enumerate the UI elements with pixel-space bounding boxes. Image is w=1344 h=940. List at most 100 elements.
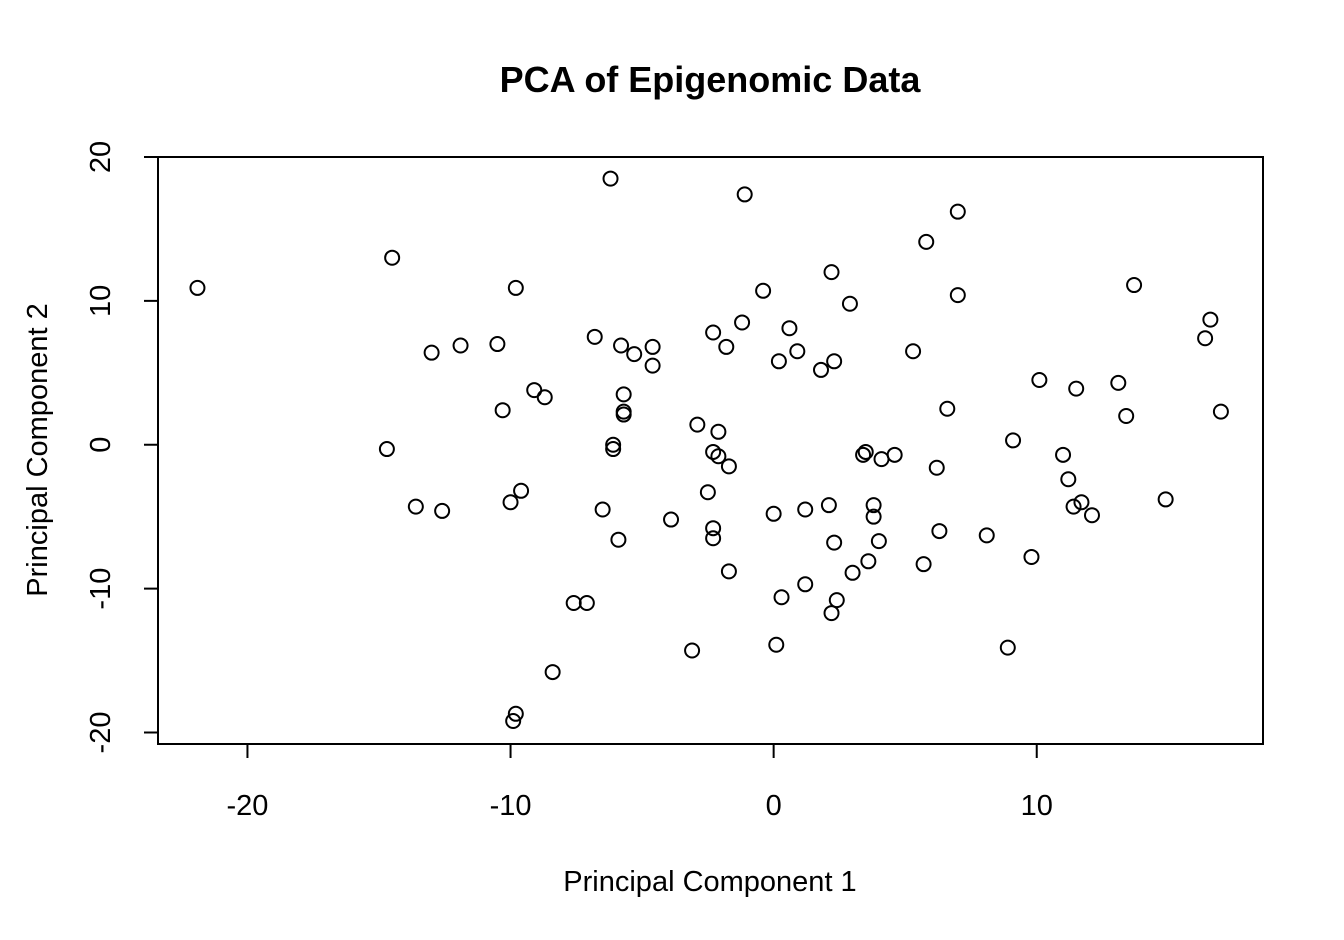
scatter-point <box>384 249 401 266</box>
scatter-point <box>770 353 787 370</box>
scatter-point <box>939 400 956 417</box>
scatter-point <box>1060 471 1077 488</box>
scatter-point <box>886 446 903 463</box>
scatter-point <box>489 336 506 353</box>
x-tick-label: 0 <box>766 790 782 822</box>
scatter-point <box>189 279 206 296</box>
scatter-point <box>1073 494 1090 511</box>
scatter-point <box>1023 548 1040 565</box>
scatter-point <box>615 406 632 423</box>
y-axis: -20 -10 0 10 20 <box>85 141 159 754</box>
scatter-point <box>502 494 519 511</box>
scatter-point <box>755 282 772 299</box>
scatter-point <box>915 556 932 573</box>
scatter-point <box>1110 374 1127 391</box>
x-tick-label: 10 <box>1021 790 1053 822</box>
plot-frame <box>157 156 1264 745</box>
scatter-point <box>644 357 661 374</box>
scatter-point <box>494 402 511 419</box>
scatter-point <box>1157 491 1174 508</box>
scatter-point <box>613 337 630 354</box>
scatter-point <box>720 458 737 475</box>
x-axis: -20 -10 0 10 <box>226 743 1053 822</box>
scatter-point <box>718 338 735 355</box>
scatter-point <box>949 203 966 220</box>
scatter-point <box>978 527 995 544</box>
scatter-point <box>1068 380 1085 397</box>
scatter-point <box>586 328 603 345</box>
scatter-point <box>781 320 798 337</box>
scatter-point <box>663 511 680 528</box>
scatter-point <box>905 343 922 360</box>
scatter-point <box>526 382 543 399</box>
scatter-point <box>797 576 814 593</box>
scatter-point <box>705 324 722 341</box>
scatter-point <box>602 170 619 187</box>
scatter-point <box>734 314 751 331</box>
scatter-point <box>870 533 887 550</box>
scatter-point <box>705 443 722 460</box>
scatter-point <box>544 664 561 681</box>
x-tick-label: -20 <box>226 790 268 822</box>
scatter-point <box>605 441 622 458</box>
scatter-point <box>578 595 595 612</box>
scatter-point <box>844 564 861 581</box>
scatter-point <box>1118 407 1135 424</box>
y-tick-label: 10 <box>85 285 117 317</box>
data-points <box>189 170 1229 729</box>
scatter-point <box>823 605 840 622</box>
scatter-point <box>813 361 829 378</box>
scatter-point <box>823 264 840 281</box>
scatter-point <box>1197 330 1214 347</box>
y-tick-label: -10 <box>85 568 117 610</box>
scatter-point <box>710 423 727 440</box>
scatter-point <box>826 353 843 370</box>
scatter-point <box>565 595 582 612</box>
scatter-point <box>1031 372 1048 389</box>
scatter-point <box>710 448 727 465</box>
scatter-point <box>434 502 451 519</box>
scatter-point <box>841 295 858 312</box>
scatter-point <box>1202 311 1219 328</box>
scatter-point <box>931 523 948 540</box>
scatter-point <box>865 508 882 525</box>
y-tick-label: 0 <box>85 437 117 453</box>
scatter-point <box>423 344 440 361</box>
scatter-point <box>626 346 643 363</box>
scatter-point <box>1126 277 1143 294</box>
scatter-point <box>1212 403 1229 420</box>
scatter-point <box>507 279 524 296</box>
scatter-point <box>828 592 845 609</box>
scatter-point <box>699 484 716 501</box>
scatter-point <box>1065 498 1082 515</box>
scatter-point <box>705 530 722 547</box>
scatter-point <box>857 443 874 460</box>
y-axis-label: Principal Component 2 <box>22 303 54 596</box>
scatter-point <box>797 501 814 518</box>
scatter-point <box>644 338 661 355</box>
scatter-point <box>789 343 806 360</box>
scatter-point <box>1055 446 1072 463</box>
scatter-point <box>378 441 395 458</box>
chart-title: PCA of Epigenomic Data <box>500 59 922 100</box>
y-tick-label: 20 <box>85 141 117 173</box>
scatter-point <box>513 482 530 499</box>
x-tick-label: -10 <box>490 790 532 822</box>
scatter-point <box>860 553 877 570</box>
scatter-point <box>773 589 790 606</box>
scatter-point <box>949 287 966 304</box>
scatter-point <box>505 712 522 729</box>
scatter-point <box>705 520 722 537</box>
x-axis-label: Principal Component 1 <box>563 866 856 898</box>
scatter-point <box>765 505 782 522</box>
scatter-point <box>452 337 469 354</box>
scatter-point <box>536 389 553 406</box>
scatter-point <box>820 497 837 514</box>
scatter-point <box>865 497 882 514</box>
scatter-point <box>689 416 706 433</box>
scatter-point <box>720 563 737 580</box>
scatter-point <box>407 498 424 515</box>
y-tick-label: -20 <box>85 712 117 754</box>
scatter-point <box>1083 507 1100 524</box>
